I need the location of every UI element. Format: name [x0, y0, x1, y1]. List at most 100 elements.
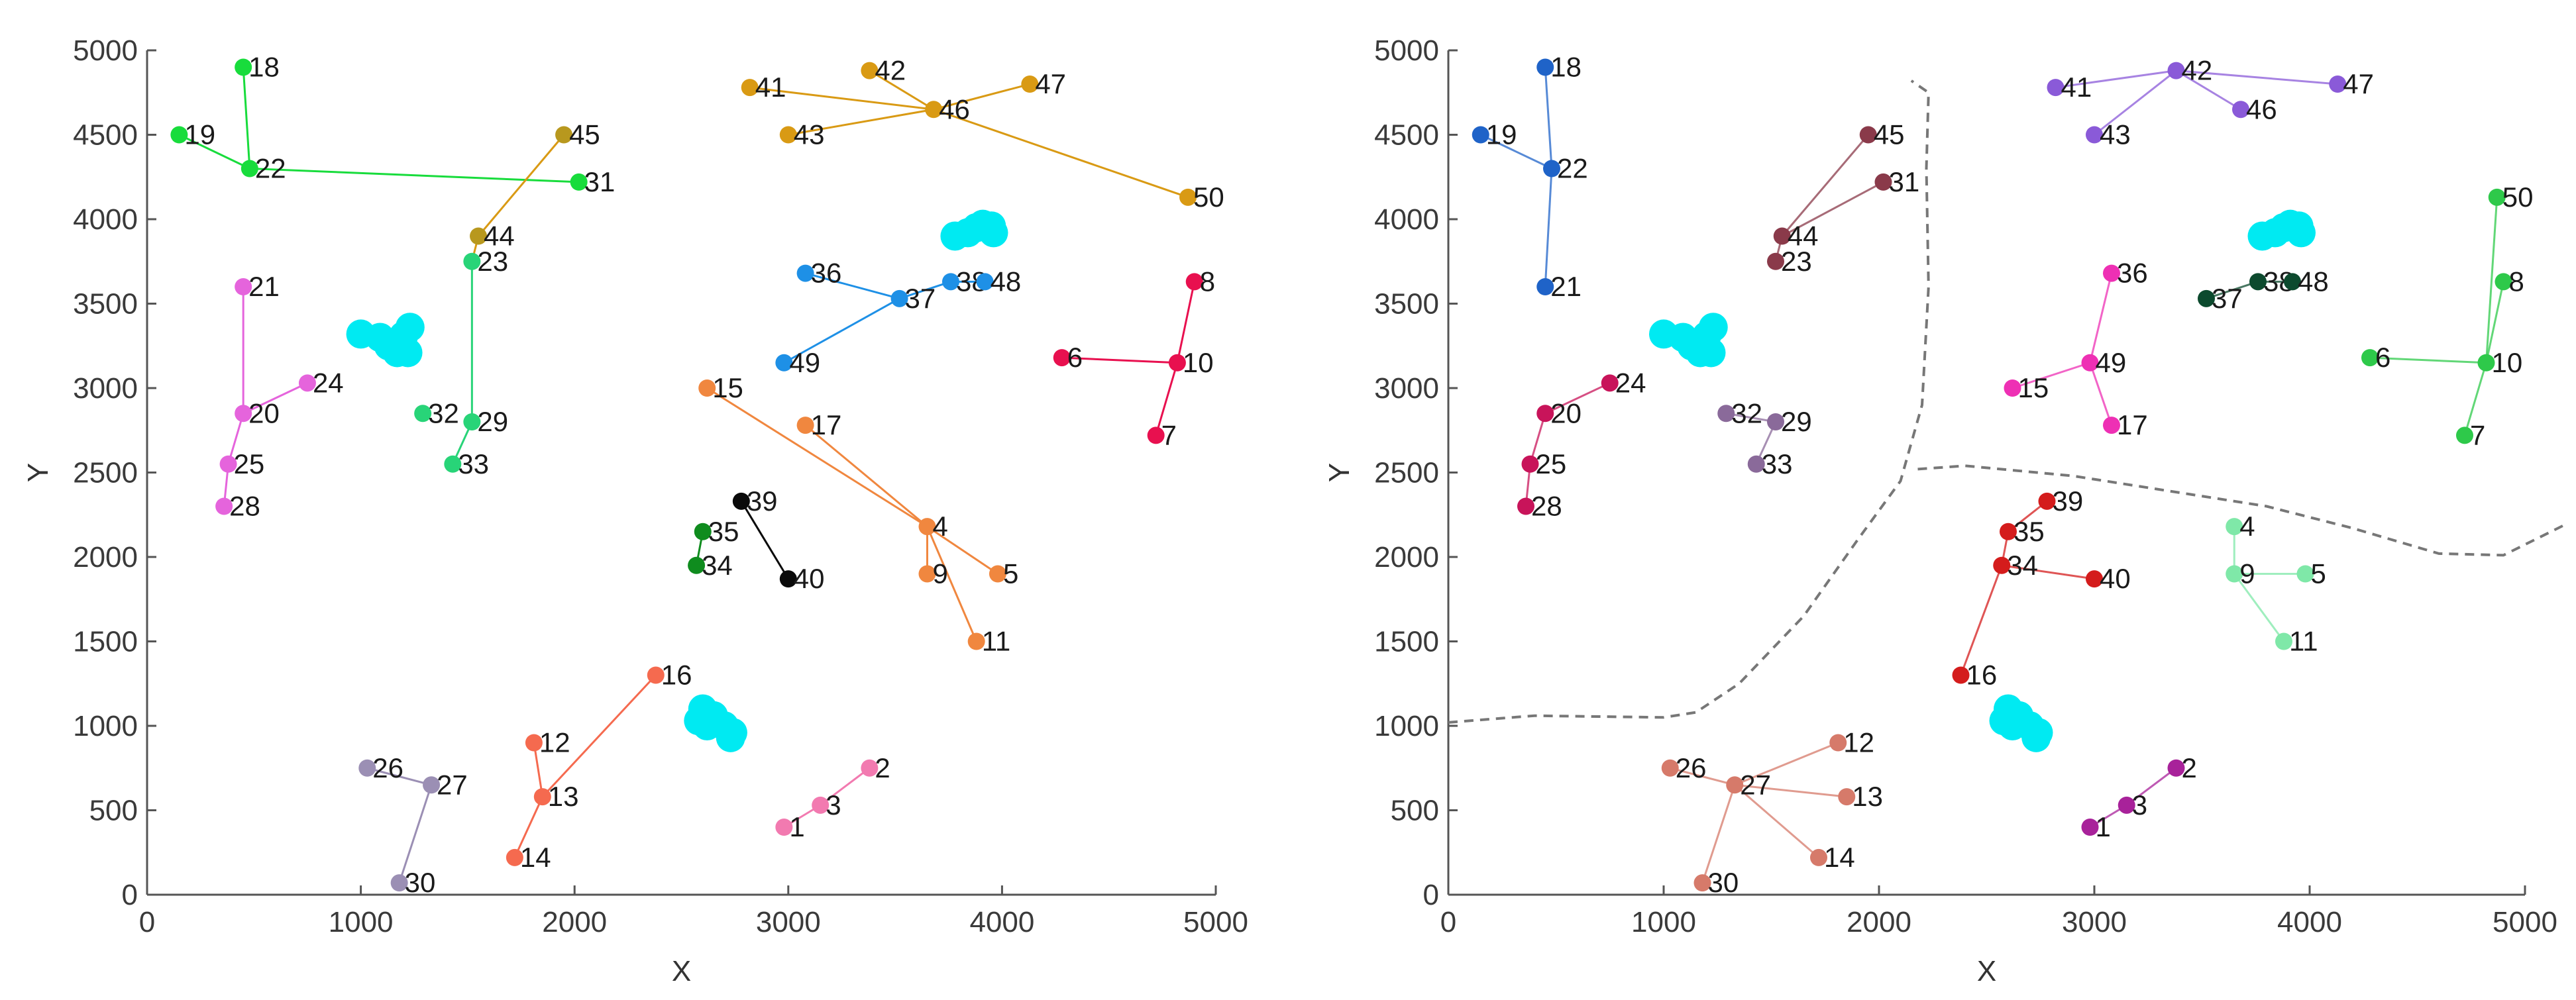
obstacle-blob: [346, 313, 425, 368]
node-34: [1993, 556, 2011, 574]
edge-39-40: [740, 501, 790, 579]
y-tick-label: 3500: [1374, 288, 1439, 321]
edge-26-27: [1670, 767, 1735, 786]
node-3: [812, 796, 830, 814]
node-9: [2226, 565, 2243, 583]
edge-22-21: [1544, 168, 1553, 287]
node-22: [241, 160, 258, 177]
node-label-49: 49: [789, 347, 820, 378]
node-25: [1521, 455, 1539, 473]
y-tick-label: 1500: [1374, 626, 1439, 658]
node-label-17: 17: [811, 409, 842, 440]
node-label-39: 39: [2053, 485, 2084, 517]
node-35: [694, 523, 712, 540]
node-44: [1773, 227, 1791, 245]
node-27: [423, 776, 441, 794]
node-label-3: 3: [826, 789, 841, 821]
node-label-3: 3: [2132, 789, 2147, 821]
node-47: [2329, 75, 2347, 93]
node-label-24: 24: [313, 367, 344, 398]
node-48: [976, 273, 994, 291]
node-37: [890, 289, 908, 307]
node-label-28: 28: [229, 491, 260, 522]
obstacle-blob: [2247, 209, 2316, 251]
node-label-18: 18: [1550, 52, 1582, 83]
node-19: [1472, 126, 1489, 144]
node-label-46: 46: [2246, 93, 2277, 125]
node-2: [2167, 759, 2185, 777]
node-33: [444, 455, 462, 473]
node-15: [2004, 379, 2021, 397]
node-label-15: 15: [2018, 372, 2049, 403]
node-11: [2275, 632, 2292, 650]
node-label-40: 40: [794, 563, 825, 594]
edge-42-46: [869, 70, 934, 111]
node-label-16: 16: [1966, 660, 1998, 691]
node-42: [861, 62, 879, 79]
y-tick-label: 1000: [1374, 710, 1439, 742]
node-20: [1536, 405, 1554, 423]
node-48: [2284, 273, 2301, 291]
obstacle-blob-part: [374, 331, 403, 361]
node-38: [941, 273, 959, 291]
node-11: [967, 632, 985, 650]
obstacle-blob-part: [2286, 218, 2316, 248]
node-label-41: 41: [755, 72, 786, 103]
edge-34-16: [1960, 565, 2003, 676]
node-label-29: 29: [1781, 406, 1812, 437]
node-label-10: 10: [1183, 347, 1214, 378]
node-32: [1717, 405, 1735, 423]
node-label-27: 27: [437, 769, 468, 800]
node-label-22: 22: [255, 153, 286, 184]
node-label-8: 8: [2509, 266, 2524, 297]
node-label-48: 48: [991, 266, 1022, 297]
edge-18-22: [1544, 67, 1553, 169]
node-label-48: 48: [2298, 266, 2329, 297]
node-label-26: 26: [1676, 752, 1707, 783]
node-18: [235, 58, 252, 76]
node-label-22: 22: [1557, 153, 1588, 184]
node-label-36: 36: [2117, 258, 2148, 289]
node-9: [918, 565, 936, 583]
x-axis-title: X: [672, 955, 691, 987]
y-tick-label: 1000: [73, 710, 138, 742]
edge-49-17: [2089, 362, 2113, 426]
x-tick-label: 1000: [329, 906, 394, 938]
node-28: [1517, 497, 1534, 515]
node-36: [2103, 264, 2120, 282]
node-label-43: 43: [794, 119, 825, 150]
node-26: [358, 759, 376, 777]
edge-13-16: [541, 674, 657, 798]
node-21: [1536, 278, 1554, 295]
x-tick-label: 2000: [1847, 906, 1911, 938]
node-45: [1859, 126, 1877, 144]
node-31: [1874, 173, 1892, 191]
obstacle-blob-part: [1698, 313, 1728, 342]
node-label-43: 43: [2100, 119, 2131, 150]
edge-45-44: [477, 134, 565, 237]
y-tick-label: 3000: [1374, 372, 1439, 405]
node-label-15: 15: [712, 372, 743, 403]
node-label-20: 20: [1550, 397, 1582, 428]
obstacle-blob-part: [395, 313, 425, 342]
node-label-6: 6: [1067, 342, 1083, 373]
node-40: [779, 570, 797, 588]
region-boundary: [1448, 79, 1930, 724]
node-label-29: 29: [477, 406, 508, 437]
node-label-47: 47: [2343, 68, 2374, 99]
node-label-34: 34: [2007, 550, 2038, 581]
node-label-7: 7: [1161, 419, 1177, 450]
node-16: [1952, 666, 1970, 684]
node-label-32: 32: [1731, 397, 1762, 428]
y-tick-label: 4500: [1374, 119, 1439, 152]
y-tick-label: 4000: [1374, 203, 1439, 236]
node-5: [2296, 565, 2314, 583]
node-13: [1838, 788, 1856, 806]
node-label-1: 1: [2096, 811, 2111, 842]
x-tick-label: 4000: [969, 906, 1034, 938]
left-panel: 0 1000 2000 3000 4000 50000500100015002000250…: [22, 34, 1248, 987]
node-label-21: 21: [248, 271, 280, 302]
obstacle-blob: [1649, 313, 1728, 368]
node-label-2: 2: [875, 752, 890, 783]
